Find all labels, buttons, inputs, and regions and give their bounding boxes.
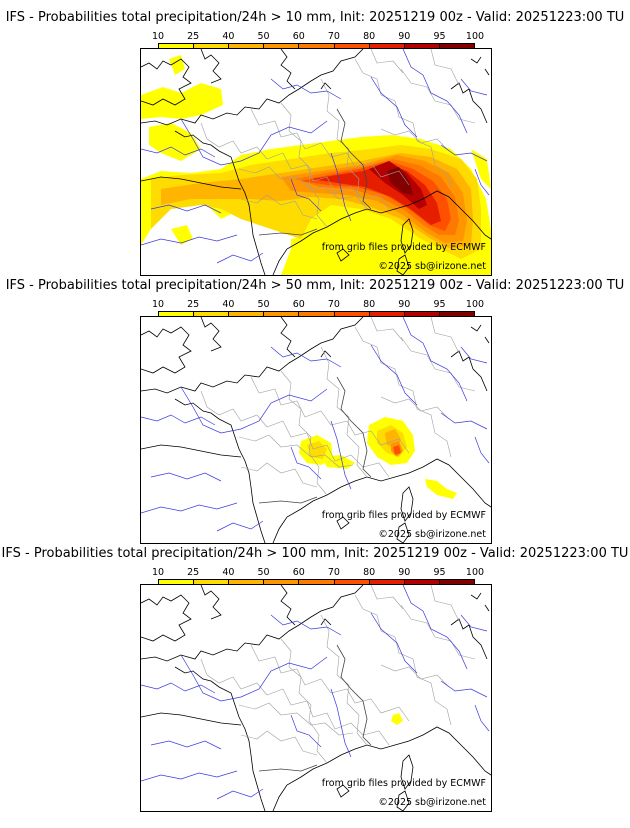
legend-label: 95 xyxy=(433,567,446,578)
probability-map: from grib files provided by ECMWF ©2025 … xyxy=(140,584,492,812)
legend-swatch xyxy=(369,44,405,51)
legend-label: 100 xyxy=(465,31,485,42)
legend-label: 80 xyxy=(363,299,376,310)
legend-swatch xyxy=(194,580,230,587)
source-credit: from grib files provided by ECMWF xyxy=(321,510,486,521)
legend-colorbar xyxy=(158,311,475,320)
legend-labels: 10 25 40 50 60 70 80 90 95 100 xyxy=(152,567,484,579)
precip-probability-field xyxy=(299,417,457,499)
legend-swatch xyxy=(264,312,300,319)
legend-swatch xyxy=(264,44,300,51)
legend-label: 70 xyxy=(327,31,340,42)
panel-title: IFS - Probabilities total precipitation/… xyxy=(1,546,629,561)
legend-label: 50 xyxy=(257,567,270,578)
legend-label: 40 xyxy=(222,31,235,42)
legend-label: 10 xyxy=(151,299,165,310)
probability-map: from grib files provided by ECMWF ©2025 … xyxy=(140,316,492,544)
legend-labels: 10 25 40 50 60 70 80 90 95 100 xyxy=(152,299,484,311)
legend-swatch xyxy=(334,580,370,587)
legend-label: 25 xyxy=(187,31,200,42)
legend-label: 90 xyxy=(398,299,411,310)
legend-swatch xyxy=(299,312,335,319)
legend-swatch xyxy=(159,44,195,51)
legend-label: 70 xyxy=(327,299,340,310)
precip-probability-field xyxy=(391,713,403,725)
legend-label: 90 xyxy=(398,567,411,578)
legend-label: 90 xyxy=(398,31,411,42)
copyright-credit: ©2025 sb@irizone.net xyxy=(378,529,486,540)
legend-label: 80 xyxy=(363,31,376,42)
legend-swatch xyxy=(194,44,230,51)
legend-swatch xyxy=(334,44,370,51)
legend-label: 40 xyxy=(222,299,235,310)
panel-100mm: IFS - Probabilities total precipitation/… xyxy=(0,546,630,816)
legend-swatch xyxy=(299,580,335,587)
legend-swatch xyxy=(159,312,195,319)
legend-label: 100 xyxy=(465,567,485,578)
legend-swatch xyxy=(194,312,230,319)
map-svg xyxy=(141,585,491,811)
copyright-credit: ©2025 sb@irizone.net xyxy=(378,797,486,808)
legend-swatch xyxy=(334,312,370,319)
legend-swatch xyxy=(404,312,440,319)
legend-swatch xyxy=(439,312,474,319)
legend-label: 80 xyxy=(363,567,376,578)
legend-swatch xyxy=(439,580,474,587)
legend-swatch xyxy=(404,580,440,587)
panel-50mm: IFS - Probabilities total precipitation/… xyxy=(0,278,630,548)
legend-labels: 10 25 40 50 60 70 80 90 95 100 xyxy=(152,31,484,43)
legend-label: 95 xyxy=(433,299,446,310)
map-svg xyxy=(141,49,491,275)
legend-swatch xyxy=(229,312,265,319)
legend-label: 25 xyxy=(187,567,200,578)
map-svg xyxy=(141,317,491,543)
legend-label: 10 xyxy=(151,31,165,42)
legend-swatch xyxy=(439,44,474,51)
legend-label: 50 xyxy=(257,299,270,310)
legend-label: 50 xyxy=(257,31,270,42)
legend-swatch xyxy=(229,580,265,587)
legend-swatch xyxy=(369,580,405,587)
legend-label: 95 xyxy=(433,31,446,42)
legend-swatch xyxy=(159,580,195,587)
legend-label: 40 xyxy=(222,567,235,578)
legend-label: 60 xyxy=(292,567,305,578)
legend-label: 100 xyxy=(465,299,485,310)
legend-swatch xyxy=(229,44,265,51)
panel-title: IFS - Probabilities total precipitation/… xyxy=(5,10,625,25)
probability-map: from grib files provided by ECMWF ©2025 … xyxy=(140,48,492,276)
legend-swatch xyxy=(404,44,440,51)
legend-swatch xyxy=(299,44,335,51)
probability-legend: 10 25 40 50 60 70 80 90 95 100 xyxy=(152,299,484,322)
source-credit: from grib files provided by ECMWF xyxy=(321,242,486,253)
panel-title: IFS - Probabilities total precipitation/… xyxy=(5,278,625,293)
panel-10mm: IFS - Probabilities total precipitation/… xyxy=(0,10,630,280)
legend-label: 60 xyxy=(292,31,305,42)
legend-label: 70 xyxy=(327,567,340,578)
copyright-credit: ©2025 sb@irizone.net xyxy=(378,261,486,272)
legend-label: 60 xyxy=(292,299,305,310)
source-credit: from grib files provided by ECMWF xyxy=(321,778,486,789)
legend-label: 25 xyxy=(187,299,200,310)
legend-swatch xyxy=(264,580,300,587)
legend-label: 10 xyxy=(151,567,165,578)
legend-swatch xyxy=(369,312,405,319)
